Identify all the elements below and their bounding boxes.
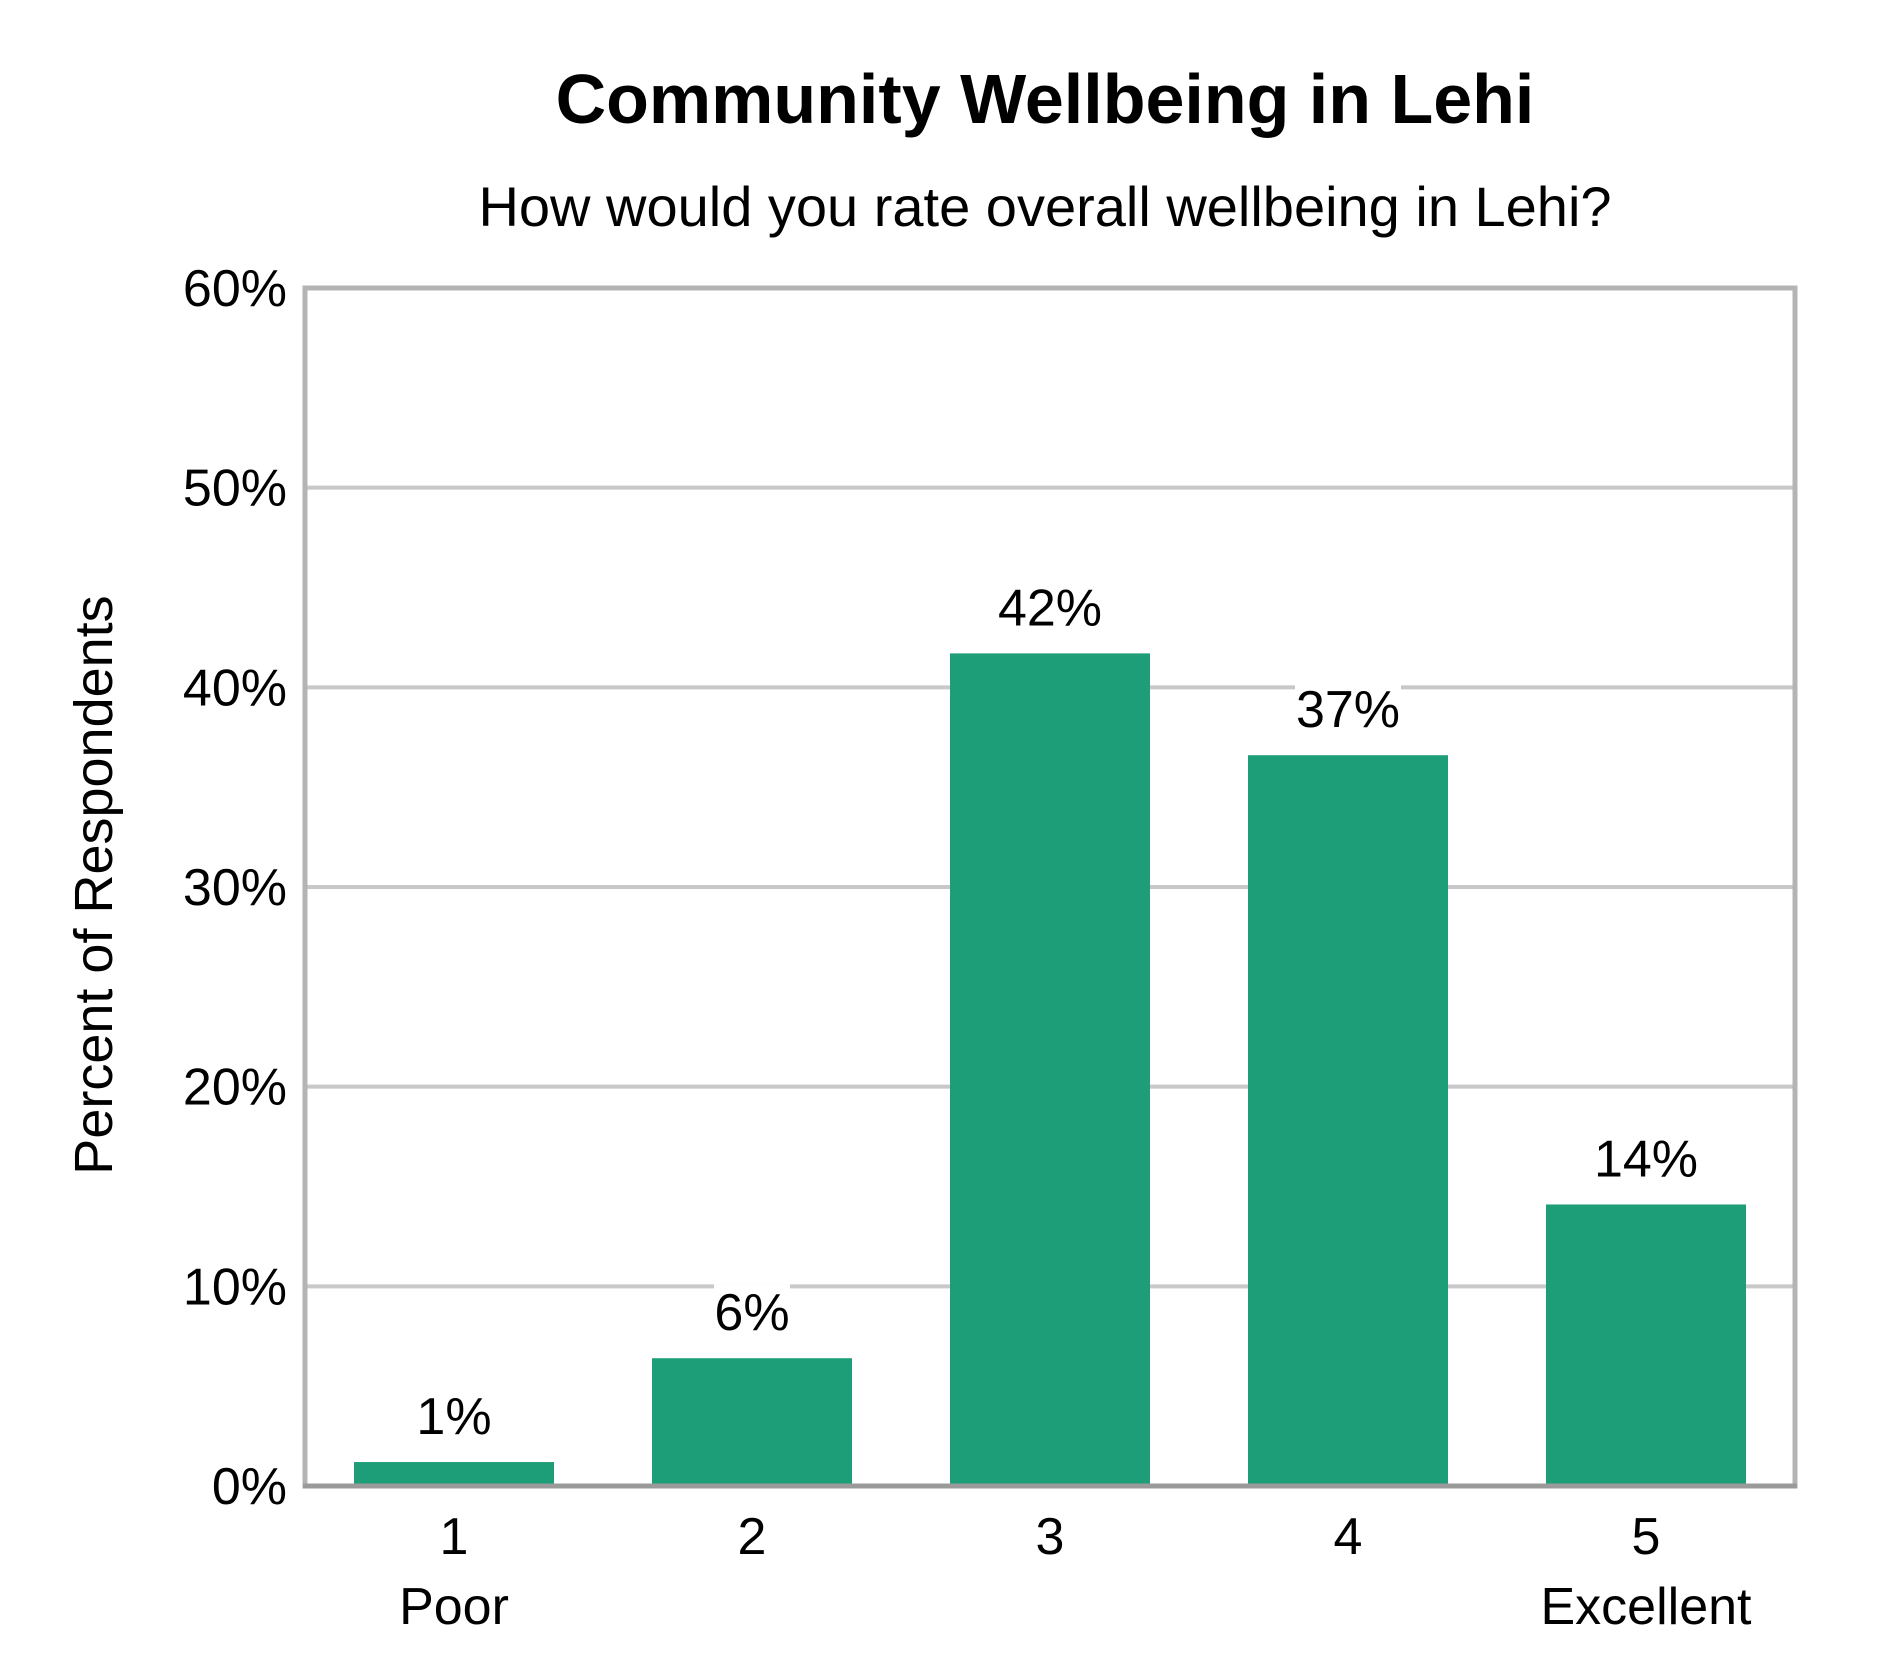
y-tick-label: 10% [183, 1258, 287, 1316]
x-tick-label: 2 [738, 1508, 767, 1566]
x-tick-sublabel: Excellent [1541, 1578, 1753, 1636]
x-tick-label: 1 [440, 1508, 469, 1566]
y-tick-label: 0% [212, 1458, 287, 1516]
data-label-background [1295, 681, 1401, 740]
bar-2 [652, 1358, 852, 1486]
y-tick-label: 60% [183, 260, 287, 318]
y-tick-label: 20% [183, 1059, 287, 1117]
x-tick-labels: 1 Poor 2 3 4 5 Excellent [399, 1508, 1752, 1636]
y-tick-label: 40% [183, 659, 287, 717]
chart-title: Community Wellbeing in Lehi [556, 60, 1535, 138]
y-tick-labels: 0% 10% 20% 30% 40% 50% 60% [183, 260, 287, 1516]
x-tick-label: 4 [1334, 1508, 1363, 1566]
data-label: 42% [998, 579, 1102, 637]
bar-5 [1546, 1204, 1746, 1486]
chart-subtitle: How would you rate overall wellbeing in … [478, 175, 1611, 238]
bars [354, 653, 1746, 1486]
data-label-background [416, 1388, 492, 1447]
data-label-background [714, 1284, 790, 1343]
x-tick-label: 3 [1036, 1508, 1065, 1566]
x-tick-label: 5 [1632, 1508, 1661, 1566]
y-tick-label: 50% [183, 460, 287, 518]
bar-3 [950, 653, 1150, 1486]
y-axis-title: Percent of Respondents [64, 595, 124, 1174]
y-tick-label: 30% [183, 859, 287, 917]
bar-4 [1248, 755, 1448, 1486]
data-label: 37% [1296, 681, 1400, 739]
data-label: 14% [1594, 1130, 1698, 1188]
data-label-background [1593, 1130, 1699, 1189]
data-label: 6% [714, 1284, 789, 1342]
data-label-background [997, 579, 1103, 638]
x-tick-sublabel: Poor [399, 1578, 509, 1636]
plot-frame [302, 285, 1798, 1489]
data-labels: 1% 6% 42% 37% 14% [416, 579, 1699, 1447]
data-label: 1% [416, 1388, 491, 1446]
bar-1 [354, 1462, 554, 1486]
